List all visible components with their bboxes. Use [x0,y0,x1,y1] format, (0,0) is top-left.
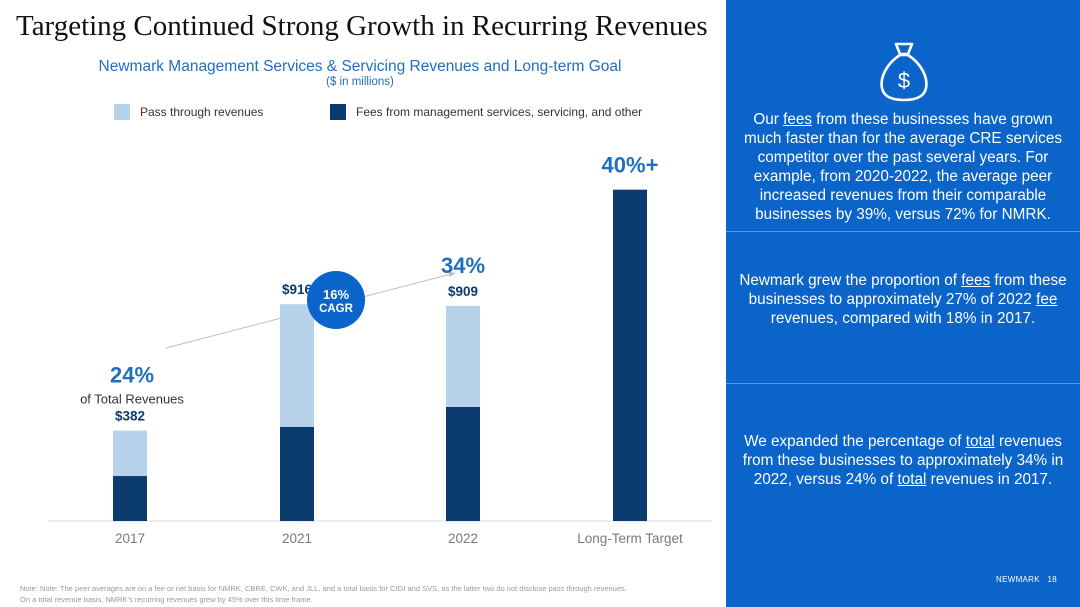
underlined-total-2: total [897,471,927,488]
svg-text:$: $ [898,68,910,93]
x-tick-label: 2021 [282,531,312,546]
insight-total-revenue-share: We expanded the percentage of total reve… [742,433,1064,488]
underlined-fees-2: fees [961,272,991,289]
cagr-badge: 16% CAGR [307,271,365,329]
footnote-line-1: Note: Note: The peer averages are on a f… [20,584,627,593]
cagr-badge-label: CAGR [319,303,354,315]
bar-pass-through-0 [113,430,147,477]
slide-title: Targeting Continued Strong Growth in Rec… [16,10,708,42]
legend-item-fees: Fees from management services, servicing… [330,104,642,120]
share-label: 34% [441,253,485,278]
brand-footer: NEWMARK 18 [996,575,1057,584]
legend-swatch-pass-through [114,104,130,120]
x-tick-label: Long-Term Target [577,531,683,546]
legend-label-pass-through: Pass through revenues [140,105,264,119]
page-number: 18 [1047,575,1057,584]
bar-pass-through-1 [280,304,314,427]
bar-fees-0 [113,476,147,521]
panel-divider-2 [726,383,1080,384]
total-label: $916 [282,282,313,297]
insight-panel: $ Our fees from these businesses have gr… [726,0,1080,607]
insight-fees-growth: Our fees from these businesses have grow… [744,111,1062,223]
total-label: $909 [448,284,478,299]
footnote-line-2: On a total revenue basis, NMRK's recurri… [20,595,313,604]
bar-pass-through-2 [446,305,480,407]
revenue-chart: 2017 $382 24% of Total Revenues 2021 $916 2022… [48,153,712,546]
legend-label-fees: Fees from management services, servicing… [356,105,643,119]
brand-name: NEWMARK [996,575,1040,584]
x-tick-label: 2017 [115,531,145,546]
bar-fees-2 [446,406,480,521]
cagr-badge-circle [307,271,365,329]
money-bag-icon: $ [880,42,928,102]
insight-fee-proportion: Newmark grew the proportion of fees from… [739,272,1067,327]
legend-swatch-fees [330,104,346,120]
chart-subtitle: ($ in millions) [326,76,394,88]
chart-title: Newmark Management Services & Servicing … [98,58,622,75]
total-label: $382 [115,409,145,424]
panel-divider-1 [726,231,1080,232]
underlined-fees: fees [783,111,813,128]
share-sublabel: of Total Revenues [80,392,184,407]
cagr-badge-value: 16% [323,287,349,302]
bar-fees-1 [280,426,314,521]
underlined-total: total [965,433,995,450]
footnote: Note: Note: The peer averages are on a f… [20,583,720,605]
share-label: 24% [110,363,154,388]
x-tick-label: 2022 [448,531,478,546]
underlined-fee: fee [1036,291,1058,308]
share-label: 40%+ [602,153,659,178]
bar-fees-3 [613,189,647,521]
legend-item-pass-through: Pass through revenues [114,104,263,120]
